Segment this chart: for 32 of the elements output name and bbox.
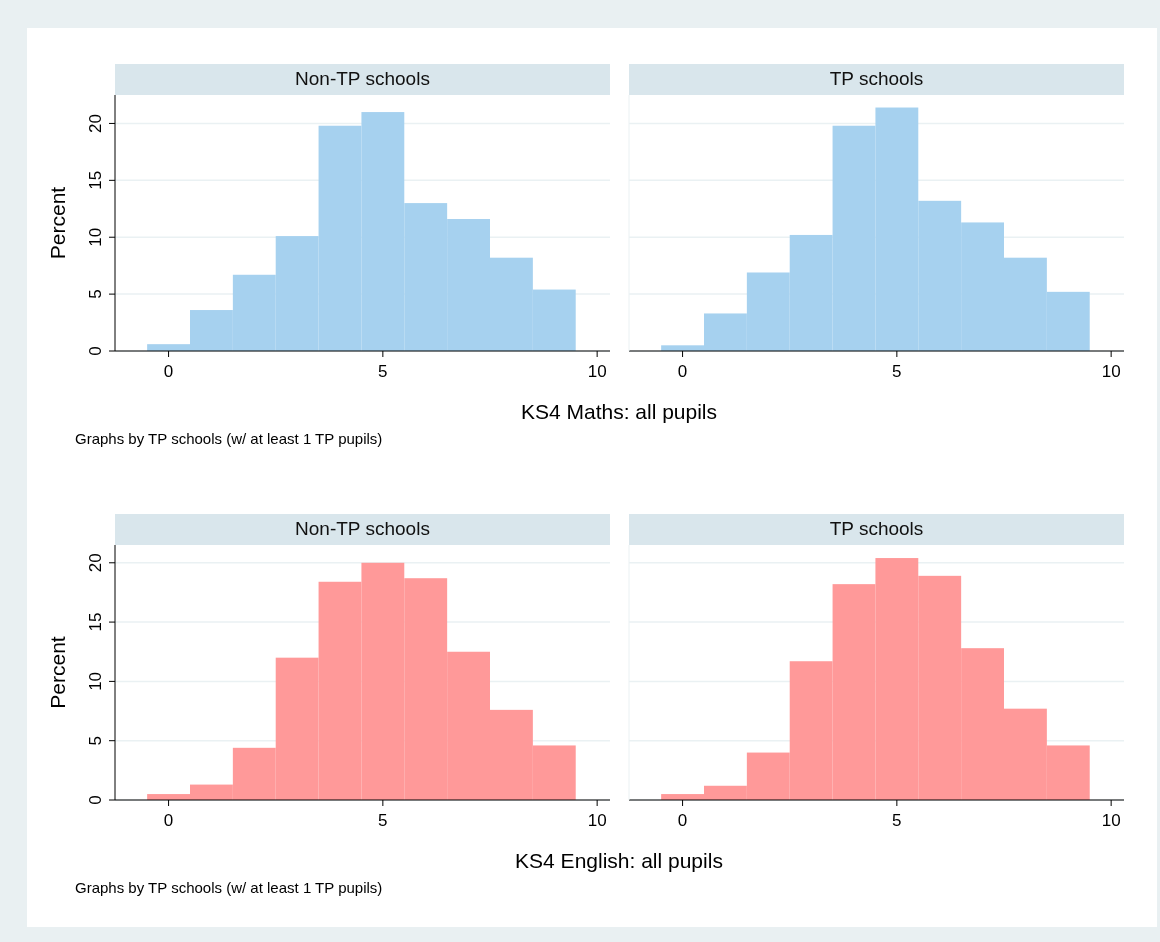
y-axis-title: Percent	[46, 636, 69, 709]
y-tick-label: 0	[86, 795, 105, 805]
text: Graphs by TP schools (w/ at least 1 TP pupils)	[75, 430, 383, 447]
y-tick-label: 5	[86, 735, 105, 746]
chart-title: Non-TP schools	[295, 518, 430, 539]
y-tick-label: 20	[86, 113, 105, 133]
chart-title: Non-TP schools	[295, 68, 430, 89]
chart-title: TP schools	[829, 68, 924, 89]
x-tick-label: 0	[677, 362, 688, 381]
x-tick-label: 0	[163, 811, 174, 830]
x-tick-label: 0	[163, 362, 174, 381]
x-tick-label: 10	[1101, 362, 1121, 381]
x-tick-label: 10	[587, 362, 607, 381]
x-tick-label: 10	[587, 811, 607, 830]
x-tick-label: 5	[892, 362, 902, 381]
y-tick-label: 5	[86, 289, 105, 299]
x-axis-title: KS4 English: all pupils	[515, 849, 723, 872]
y-tick-label: 10	[86, 227, 105, 247]
x-tick-label: 5	[378, 811, 388, 830]
y-tick-label: 20	[86, 553, 105, 573]
text: Graphs by TP schools (w/ at least 1 TP pupils)	[75, 879, 383, 896]
y-axis-title: Percent	[46, 186, 69, 260]
y-tick-label: 10	[86, 671, 105, 691]
y-tick-label: 15	[86, 170, 105, 190]
y-tick-label: 0	[86, 346, 105, 356]
y-tick-label: 15	[86, 612, 105, 632]
x-axis-title: KS4 Maths: all pupils	[520, 400, 718, 423]
x-tick-label: 0	[677, 811, 688, 830]
x-tick-label: 10	[1101, 811, 1121, 830]
chart-title: TP schools	[829, 518, 924, 539]
x-tick-label: 5	[378, 362, 388, 381]
x-tick-label: 5	[892, 811, 902, 830]
